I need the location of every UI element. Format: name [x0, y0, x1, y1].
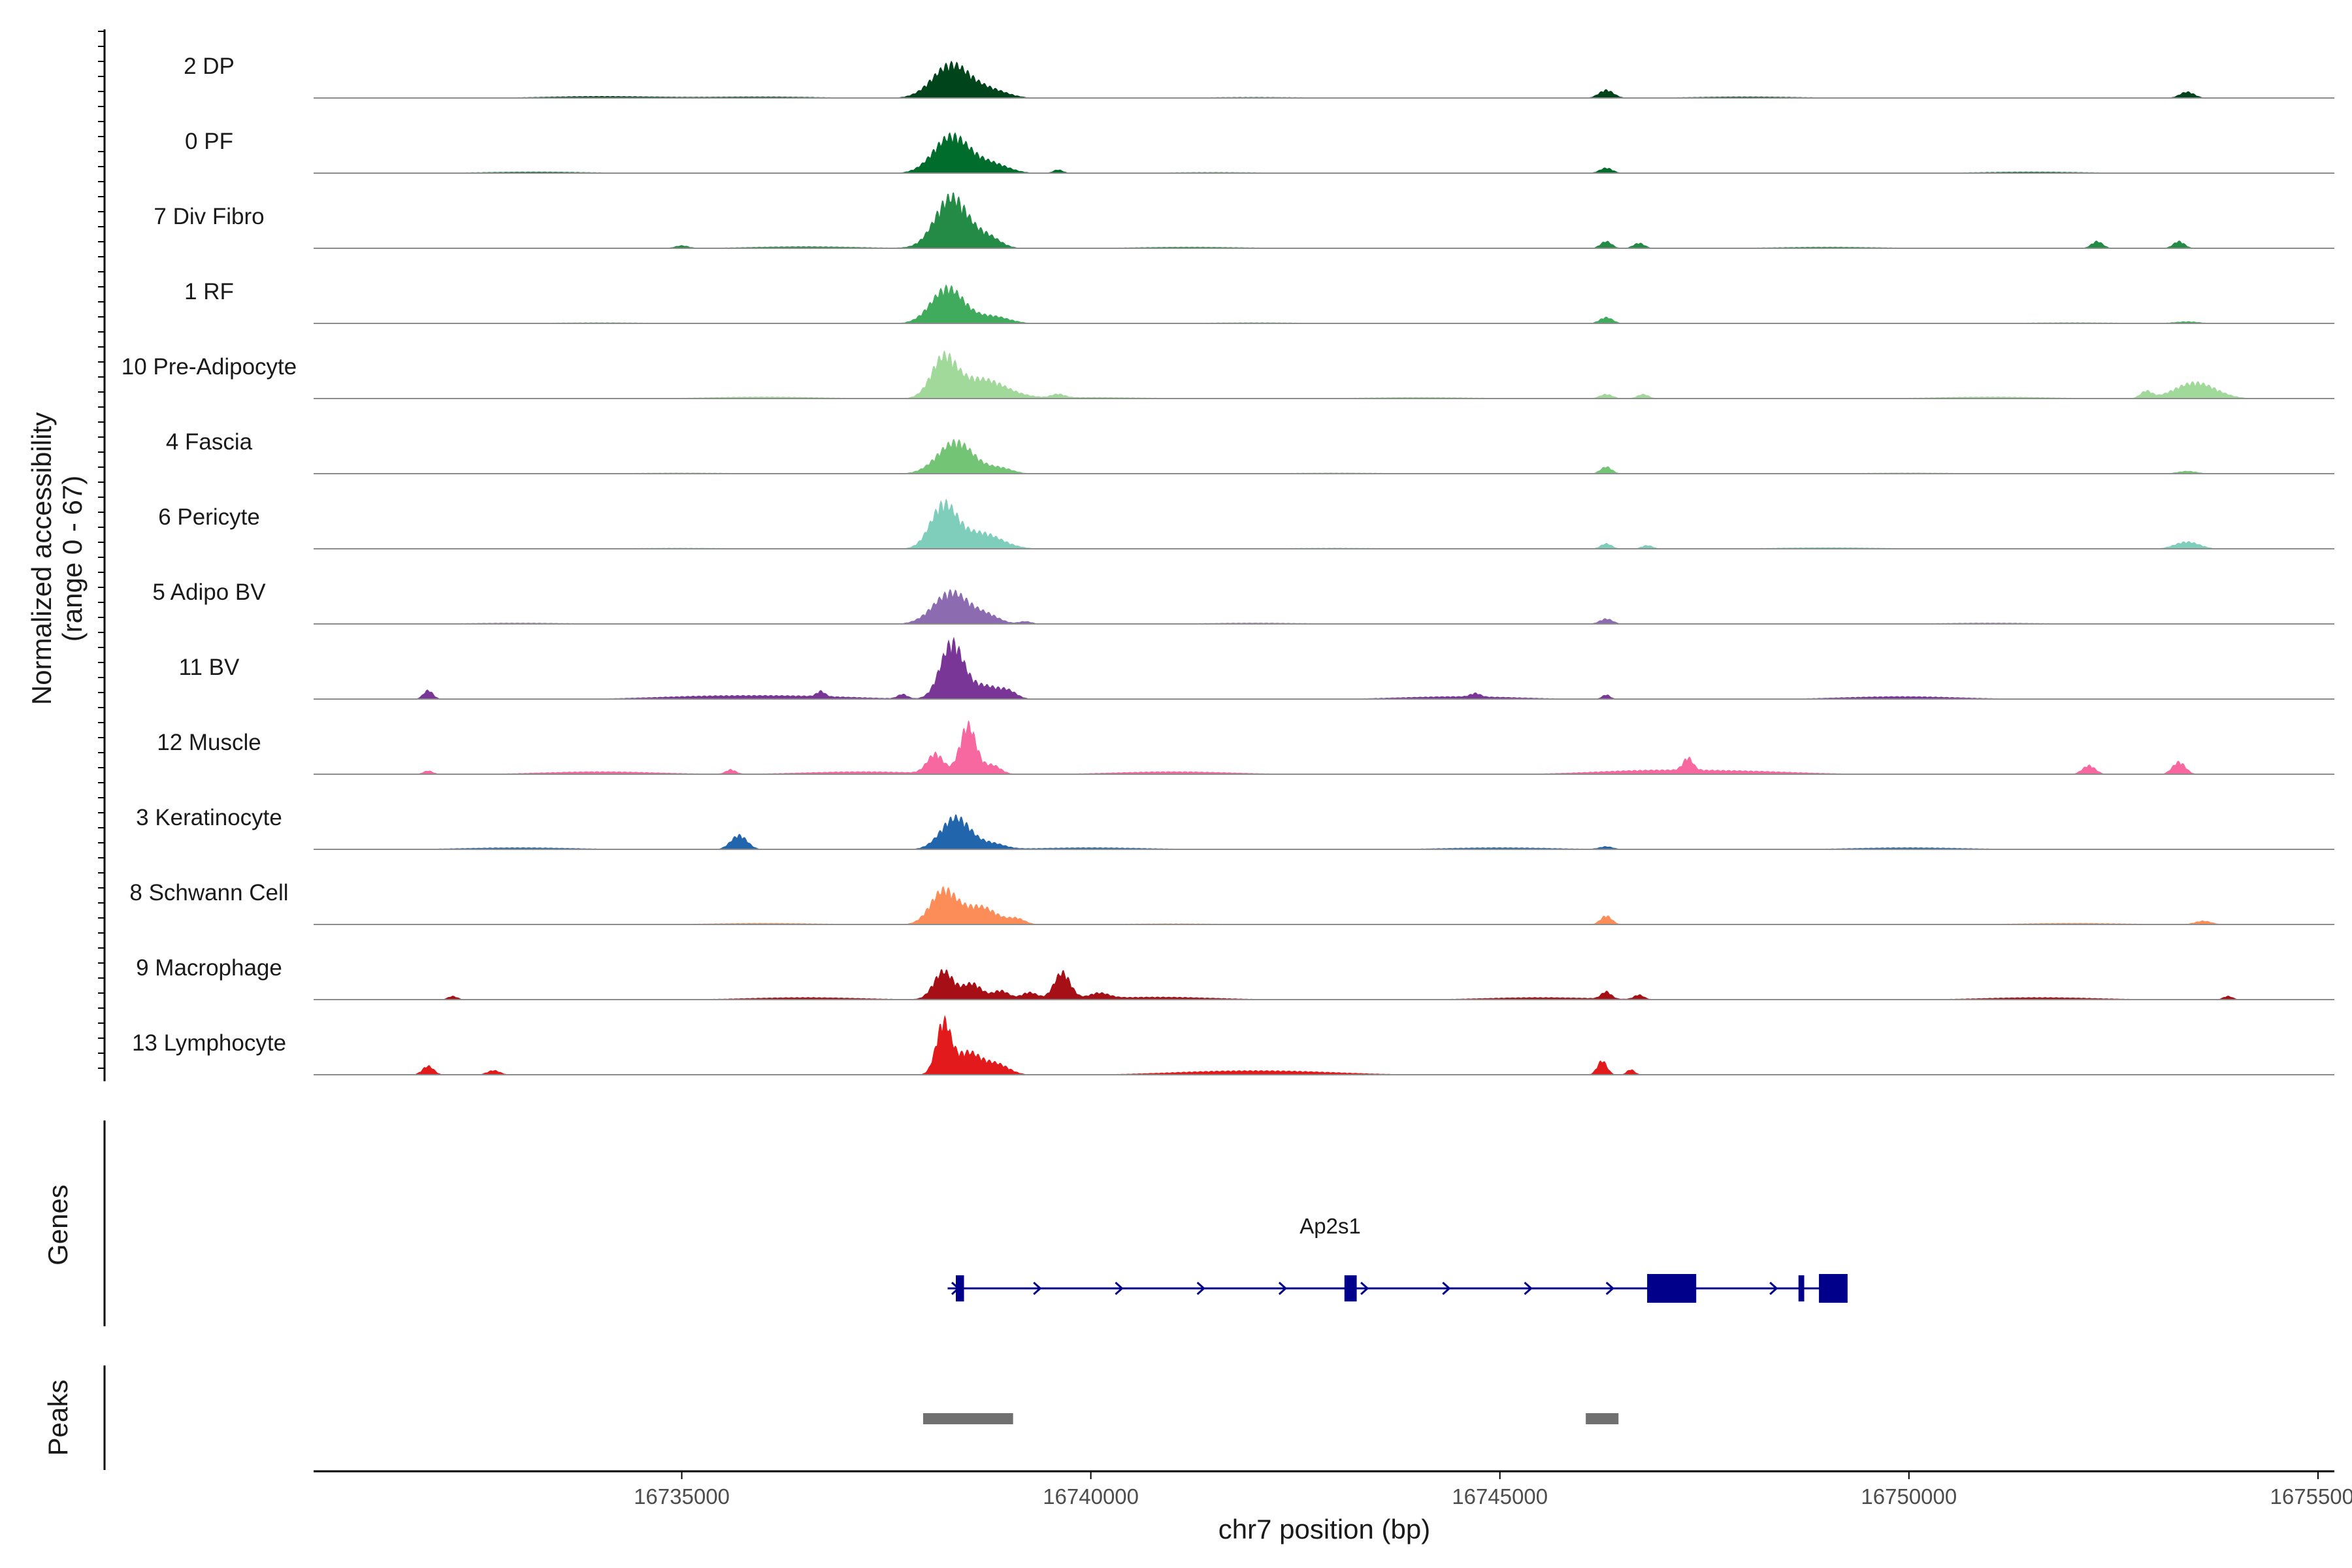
- strand-arrow: [1605, 1281, 1615, 1296]
- coverage-area: [314, 886, 2334, 924]
- track-label: 4 Fascia: [166, 429, 253, 455]
- coverage-area: [314, 589, 2334, 624]
- coverage-area: [314, 192, 2334, 248]
- strand-arrow: [1360, 1281, 1369, 1296]
- track-5: 10 Pre-Adipocyte: [122, 350, 2334, 399]
- strand-arrow: [1196, 1281, 1205, 1296]
- x-tick-label: 16735000: [634, 1484, 730, 1509]
- coverage-area: [314, 814, 2334, 849]
- peak-region: [923, 1413, 1013, 1424]
- gene-exon: [955, 1275, 964, 1301]
- track-label: 2 DP: [184, 54, 235, 79]
- coverage-area: [314, 1015, 2334, 1075]
- track-3: 7 Div Fibro: [154, 192, 2334, 249]
- track-label: 8 Schwann Cell: [129, 880, 288, 906]
- track-label: 13 Lymphocyte: [132, 1030, 286, 1056]
- track-label: 9 Macrophage: [136, 955, 282, 981]
- track-11: 3 Keratinocyte: [136, 805, 2334, 850]
- track-label: 1 RF: [184, 279, 234, 304]
- track-label: 5 Adipo BV: [152, 580, 266, 605]
- coverage-area: [314, 60, 2334, 98]
- track-2: 0 PF: [185, 129, 2334, 174]
- track-label: 11 BV: [179, 655, 240, 680]
- gene-track-title: Genes: [42, 1184, 73, 1266]
- track-13: 9 Macrophage: [136, 955, 2334, 1000]
- peak-track-title: Peaks: [42, 1380, 73, 1456]
- gene-exon: [1647, 1274, 1697, 1303]
- x-axis-title: chr7 position (bp): [1218, 1514, 1431, 1544]
- gene-exon: [1798, 1275, 1805, 1301]
- track-8: 5 Adipo BV: [152, 580, 2334, 625]
- y-axis-ticks: [98, 31, 105, 1069]
- strand-arrow: [1524, 1281, 1533, 1296]
- x-tick-label: 16745000: [1452, 1484, 1548, 1509]
- track-label: 10 Pre-Adipocyte: [122, 354, 297, 380]
- peak-region: [1586, 1413, 1619, 1424]
- x-tick-label: 16755000: [2270, 1484, 2352, 1509]
- coverage-area: [314, 969, 2334, 1000]
- x-axis: 16735000 16740000 16745000 16750000 16755000…: [314, 1470, 2352, 1544]
- coverage-area: [314, 498, 2334, 549]
- gene-name-label: Ap2s1: [1299, 1214, 1361, 1238]
- track-1: 2 DP: [184, 54, 2334, 99]
- accessibility-tracks: 2 DP 0 PF 7 Div Fibro 1 RF 10 Pre-Adipocyte 4…: [122, 54, 2334, 1075]
- track-12: 8 Schwann Cell: [129, 880, 2334, 925]
- strand-arrow: [1115, 1281, 1124, 1296]
- track-10: 12 Muscle: [157, 720, 2334, 775]
- track-4: 1 RF: [184, 279, 2334, 324]
- strand-arrow: [1033, 1281, 1042, 1296]
- track-14: 13 Lymphocyte: [132, 1015, 2334, 1075]
- peak-track: Peaks: [42, 1365, 1619, 1470]
- coverage-area: [314, 350, 2334, 399]
- x-tick-label: 16740000: [1043, 1484, 1139, 1509]
- y-axis-title-line-1: Normalized accessibility: [26, 412, 57, 705]
- gene-track: Genes Ap2s1: [42, 1120, 1848, 1326]
- gene-exon: [1819, 1274, 1848, 1303]
- track-9: 11 BV: [179, 636, 2334, 700]
- x-tick-label: 16750000: [1861, 1484, 1957, 1509]
- track-label: 3 Keratinocyte: [136, 805, 282, 830]
- coverage-area: [314, 438, 2334, 474]
- y-axis-title-line-2: (range 0 - 67): [57, 476, 88, 642]
- track-7: 6 Pericyte: [158, 498, 2334, 549]
- strand-arrow: [1442, 1281, 1451, 1296]
- gene-model: [947, 1274, 1848, 1303]
- y-axis-title: Normalized accessibility (range 0 - 67): [26, 412, 88, 705]
- coverage-area: [314, 132, 2334, 173]
- x-axis-ticks: 16735000 16740000 16745000 16750000 16755000: [634, 1471, 2352, 1509]
- track-label: 0 PF: [185, 129, 233, 154]
- track-6: 4 Fascia: [166, 429, 2334, 474]
- peak-bars: [923, 1413, 1619, 1424]
- track-label: 7 Div Fibro: [154, 204, 264, 229]
- track-label: 6 Pericyte: [158, 504, 260, 530]
- strand-arrow: [1278, 1281, 1288, 1296]
- coverage-area: [314, 284, 2334, 323]
- track-label: 12 Muscle: [157, 730, 261, 755]
- coverage-area: [314, 720, 2334, 774]
- coverage-area: [314, 636, 2334, 699]
- gene-exon: [1344, 1275, 1357, 1301]
- strand-arrow: [1769, 1281, 1778, 1296]
